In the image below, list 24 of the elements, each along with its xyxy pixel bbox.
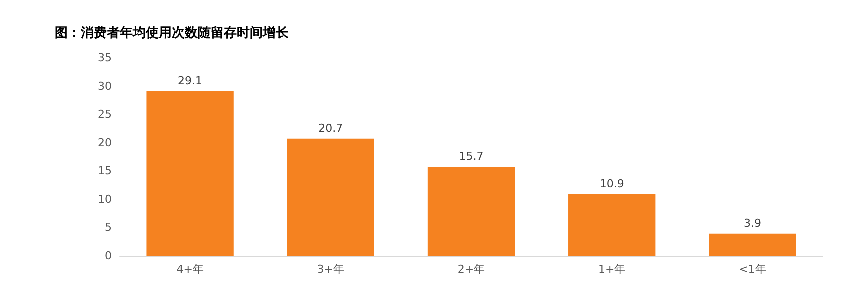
x-tick-label: 3+年 bbox=[317, 263, 345, 276]
bar bbox=[709, 234, 796, 256]
y-tick-label: 5 bbox=[105, 221, 112, 234]
x-tick-label: <1年 bbox=[739, 263, 766, 276]
y-tick-label: 20 bbox=[98, 136, 112, 150]
x-tick-label: 2+年 bbox=[458, 263, 486, 276]
data-label: 10.9 bbox=[600, 177, 624, 190]
bar bbox=[287, 138, 374, 256]
x-tick-label: 1+年 bbox=[598, 263, 626, 276]
y-tick-label: 35 bbox=[98, 52, 112, 64]
y-tick-label: 30 bbox=[98, 80, 112, 93]
bar bbox=[568, 194, 656, 256]
bar bbox=[428, 167, 516, 256]
x-tick-label: 4+年 bbox=[176, 263, 204, 276]
y-tick-label: 10 bbox=[98, 192, 112, 206]
data-label: 3.9 bbox=[744, 216, 762, 230]
chart-title: 图：消费者年均使用次数随留存时间增长 bbox=[55, 26, 290, 41]
y-tick-label: 15 bbox=[98, 164, 112, 178]
data-label: 20.7 bbox=[318, 122, 344, 135]
data-label: 29.1 bbox=[178, 74, 203, 88]
y-tick-label: 0 bbox=[105, 250, 112, 262]
bar bbox=[146, 91, 234, 256]
data-label: 15.7 bbox=[459, 150, 484, 164]
y-tick-label: 25 bbox=[98, 108, 112, 122]
